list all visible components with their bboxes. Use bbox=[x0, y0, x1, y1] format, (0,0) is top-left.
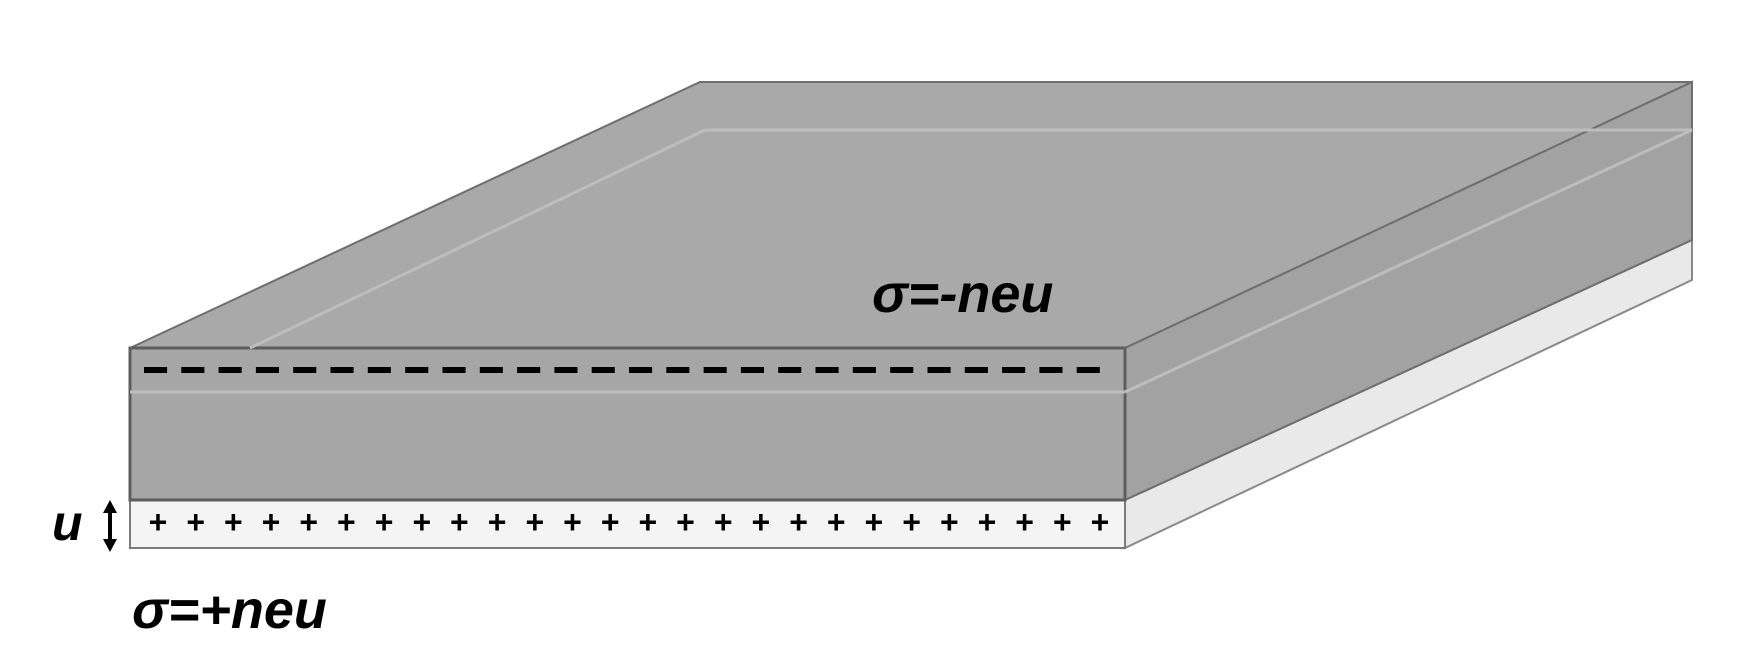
positive-charge: + bbox=[1091, 504, 1110, 540]
negative-charge bbox=[815, 367, 839, 373]
negative-charge bbox=[740, 367, 764, 373]
negative-charge bbox=[852, 367, 876, 373]
negative-charge bbox=[703, 367, 727, 373]
positive-charge: + bbox=[714, 504, 733, 540]
positive-charge: + bbox=[676, 504, 695, 540]
slab-front-face bbox=[128, 346, 1127, 502]
positive-charge: + bbox=[789, 504, 808, 540]
negative-charge bbox=[666, 367, 690, 373]
negative-charge bbox=[629, 367, 653, 373]
positive-charge: + bbox=[638, 504, 657, 540]
negative-charge bbox=[927, 367, 951, 373]
negative-charge bbox=[293, 367, 317, 373]
positive-charge: + bbox=[299, 504, 318, 540]
negative-charge bbox=[591, 367, 615, 373]
positive-charge: + bbox=[601, 504, 620, 540]
positive-charge: + bbox=[525, 504, 544, 540]
inner-sheet-line-side bbox=[1124, 128, 1693, 394]
negative-charge bbox=[517, 367, 541, 373]
negative-charge bbox=[554, 367, 578, 373]
positive-charge: + bbox=[1015, 504, 1034, 540]
bottom-sheet-charge-label: σ=+neu bbox=[132, 580, 327, 640]
positive-charge: + bbox=[827, 504, 846, 540]
negative-charge bbox=[1002, 367, 1026, 373]
negative-charge bbox=[330, 367, 354, 373]
positive-charge: + bbox=[262, 504, 281, 540]
positive-charge: + bbox=[1053, 504, 1072, 540]
positive-charge: + bbox=[865, 504, 884, 540]
positive-charge: + bbox=[563, 504, 582, 540]
negative-charge-row bbox=[144, 367, 1100, 373]
positive-charge: + bbox=[412, 504, 431, 540]
positive-charge-row: + + + + + + + + + + + + + + + + + + + + + + + + + + bbox=[149, 504, 1110, 540]
positive-charge: + bbox=[337, 504, 356, 540]
positive-charge: + bbox=[752, 504, 771, 540]
double-headed-vertical-arrow-icon bbox=[103, 500, 117, 552]
top-sheet-charge-label: σ=-neu bbox=[872, 264, 1053, 324]
negative-charge bbox=[1076, 367, 1100, 373]
positive-charge: + bbox=[186, 504, 205, 540]
negative-charge bbox=[144, 367, 168, 373]
negative-charge bbox=[964, 367, 988, 373]
negative-charge bbox=[218, 367, 242, 373]
positive-charge: + bbox=[978, 504, 997, 540]
positive-charge: + bbox=[149, 504, 168, 540]
positive-charge: + bbox=[488, 504, 507, 540]
positive-charge: + bbox=[375, 504, 394, 540]
negative-charge bbox=[181, 367, 205, 373]
positive-charge: + bbox=[450, 504, 469, 540]
negative-charge bbox=[442, 367, 466, 373]
inner-sheet-line-top-left bbox=[249, 128, 706, 350]
positive-charge: + bbox=[224, 504, 243, 540]
negative-charge bbox=[890, 367, 914, 373]
displacement-label: u bbox=[52, 495, 83, 551]
positive-charge: + bbox=[902, 504, 921, 540]
positive-charge: + bbox=[940, 504, 959, 540]
negative-charge bbox=[479, 367, 503, 373]
negative-charge bbox=[1039, 367, 1063, 373]
bottom-layer-front bbox=[129, 499, 1126, 549]
negative-charge bbox=[405, 367, 429, 373]
negative-charge bbox=[367, 367, 391, 373]
negative-charge bbox=[778, 367, 802, 373]
negative-charge bbox=[255, 367, 279, 373]
